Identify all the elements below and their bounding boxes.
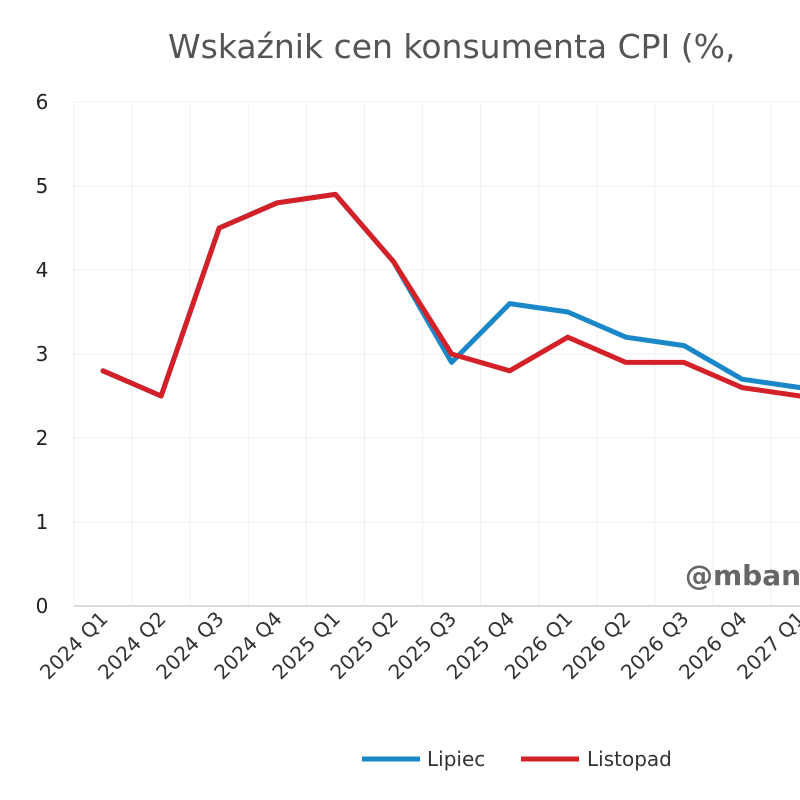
- legend-label-lipiec: Lipiec: [427, 747, 485, 771]
- y-tick-label: 1: [36, 510, 49, 534]
- y-tick-label: 4: [36, 258, 49, 282]
- y-tick-label: 3: [36, 342, 49, 366]
- series-lines: [100, 191, 800, 399]
- y-tick-label: 2: [36, 426, 49, 450]
- series-line-listopad: [100, 191, 800, 399]
- legend-label-listopad: Listopad: [587, 747, 672, 771]
- chart-title: Wskaźnik cen konsumenta CPI (%,: [168, 27, 735, 66]
- watermark: @mbank: [685, 559, 800, 592]
- y-axis-ticks: 0 1 2 3 4 5 6: [36, 90, 49, 618]
- y-tick-label: 0: [36, 594, 49, 618]
- y-tick-label: 6: [36, 90, 49, 114]
- legend: Lipiec Listopad: [362, 747, 672, 771]
- grid: [73, 101, 800, 606]
- y-tick-label: 5: [36, 174, 49, 198]
